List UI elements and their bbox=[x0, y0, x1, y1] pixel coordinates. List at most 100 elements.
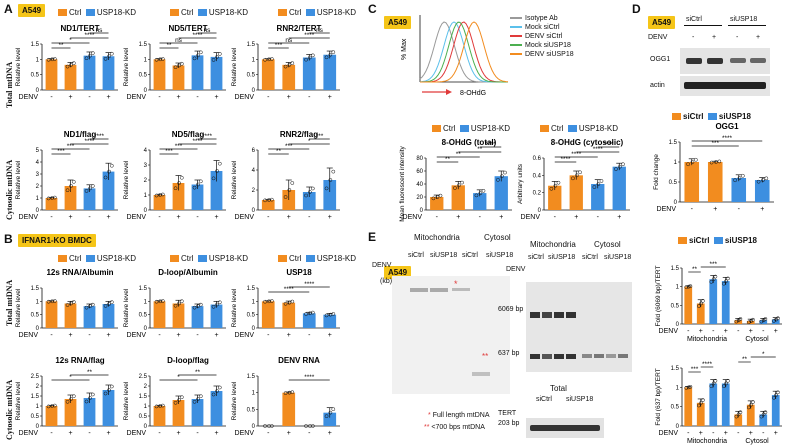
y-tick-label: 1 bbox=[674, 160, 678, 166]
y-tick-label: 2 bbox=[36, 384, 40, 390]
x-sign: + bbox=[214, 94, 218, 101]
data-point bbox=[215, 389, 219, 393]
legend-ctrl: Ctrl bbox=[181, 254, 194, 263]
x-sign: - bbox=[687, 430, 690, 437]
data-point bbox=[88, 53, 92, 58]
sig-label: *** bbox=[711, 140, 719, 147]
x-sign: + bbox=[760, 206, 764, 213]
e-star-1: * bbox=[454, 279, 458, 289]
e-sictrl-2: siCtrl bbox=[462, 252, 478, 259]
legend-ctrl: Ctrl bbox=[289, 8, 302, 17]
x-denv-label: DENV bbox=[127, 214, 147, 221]
x-denv-label: DENV bbox=[19, 94, 39, 101]
sig-label: **** bbox=[192, 32, 203, 39]
data-point bbox=[751, 400, 755, 404]
y-axis-label: Fold (637 bp)/TERT bbox=[655, 368, 662, 425]
x-sign: + bbox=[724, 328, 728, 335]
ctrl-swatch bbox=[58, 255, 67, 263]
sig-label: **** bbox=[593, 146, 604, 153]
data-point bbox=[324, 186, 329, 191]
x-denv-label: DENV bbox=[127, 430, 147, 437]
bar bbox=[323, 314, 337, 328]
x-sign: - bbox=[687, 328, 690, 335]
ifnar-tag: IFNAR1-KO BMDC bbox=[18, 234, 96, 247]
data-point bbox=[283, 391, 288, 395]
x-sign: - bbox=[88, 94, 91, 101]
data-point bbox=[179, 175, 184, 180]
band bbox=[554, 354, 564, 359]
ctrl-swatch bbox=[540, 125, 549, 133]
legend-siusp18: siUSP18 bbox=[718, 112, 751, 121]
legend-b1: Ctrl USP18-KD bbox=[58, 254, 136, 263]
c1-xlabel: 8-OHdG bbox=[460, 90, 486, 97]
x-sign: - bbox=[479, 214, 482, 221]
y-tick-label: 0 bbox=[538, 208, 542, 214]
kd-swatch bbox=[713, 237, 723, 245]
panel-label-a: A bbox=[4, 2, 13, 16]
sig-label: ** bbox=[742, 356, 748, 363]
x-sign: + bbox=[774, 328, 778, 335]
sig-label: **** bbox=[84, 138, 95, 145]
group-label-cyto: Cytosol bbox=[745, 336, 769, 343]
sig-label: ** bbox=[166, 42, 172, 49]
data-point bbox=[160, 299, 165, 303]
bar bbox=[684, 387, 693, 426]
data-point bbox=[304, 312, 308, 316]
e2-siusp18-1: siUSP18 bbox=[548, 254, 576, 261]
sig-label: **** bbox=[304, 32, 315, 39]
data-point bbox=[709, 160, 714, 165]
chart-b1: 12s RNA/Albumin Relative level 0 0.5 1 1.5 - + -… bbox=[15, 268, 118, 339]
sig-label: **** bbox=[560, 156, 571, 163]
y-tick-label: 0.5 bbox=[247, 407, 256, 413]
data-point bbox=[308, 55, 312, 60]
band bbox=[452, 288, 470, 291]
y-tick-label: 1 bbox=[144, 404, 148, 410]
data-point bbox=[269, 299, 274, 303]
x-sign: + bbox=[68, 94, 72, 101]
panel-label-d: D bbox=[632, 2, 641, 16]
data-point bbox=[84, 399, 89, 404]
x-denv-label: DENV bbox=[657, 206, 677, 213]
data-point bbox=[177, 63, 181, 68]
bar bbox=[721, 383, 730, 426]
x-sign: - bbox=[738, 206, 741, 213]
y-tick-label: 1 bbox=[36, 196, 40, 202]
bar bbox=[451, 185, 465, 210]
x-sign: - bbox=[50, 94, 53, 101]
bar bbox=[734, 414, 743, 426]
x-sign: + bbox=[713, 206, 717, 213]
y-axis-label: Relative level bbox=[123, 381, 130, 420]
e-637-label: 637 bp bbox=[498, 350, 520, 357]
y-tick-label: 0.5 bbox=[139, 414, 148, 420]
x-sign: - bbox=[597, 214, 600, 221]
y-tick-label: 1 bbox=[252, 391, 256, 397]
y-tick-label: 0.5 bbox=[671, 405, 680, 411]
chart-title: DENV RNA bbox=[278, 356, 320, 365]
c1-legend-denvctrl: DENV siCtrl bbox=[510, 32, 574, 41]
y-tick-label: 0 bbox=[144, 424, 148, 430]
data-point bbox=[764, 176, 769, 181]
data-point bbox=[192, 399, 197, 404]
c1-legend-label: DENV siUSP18 bbox=[525, 51, 574, 58]
data-point bbox=[69, 184, 73, 188]
legend-d: siCtrl siUSP18 bbox=[672, 112, 751, 121]
c1-ylabel: % Max bbox=[401, 38, 408, 60]
band bbox=[542, 312, 552, 318]
sig-label: **** bbox=[702, 361, 713, 368]
y-axis-label: Relative level bbox=[15, 288, 22, 327]
d-blot-actin bbox=[680, 76, 770, 96]
data-point bbox=[726, 378, 730, 383]
y-tick-label: 0.5 bbox=[31, 414, 40, 420]
data-point bbox=[736, 412, 741, 417]
d-divider-2 bbox=[728, 25, 766, 26]
data-point bbox=[211, 176, 216, 181]
data-point bbox=[699, 400, 703, 405]
x-sign: - bbox=[88, 332, 91, 339]
bar bbox=[45, 59, 58, 90]
data-point bbox=[474, 193, 479, 198]
y-axis-label: Relative level bbox=[123, 47, 130, 86]
legend-ctrl: Ctrl bbox=[69, 254, 82, 263]
bar bbox=[64, 303, 77, 328]
data-point bbox=[173, 186, 178, 191]
